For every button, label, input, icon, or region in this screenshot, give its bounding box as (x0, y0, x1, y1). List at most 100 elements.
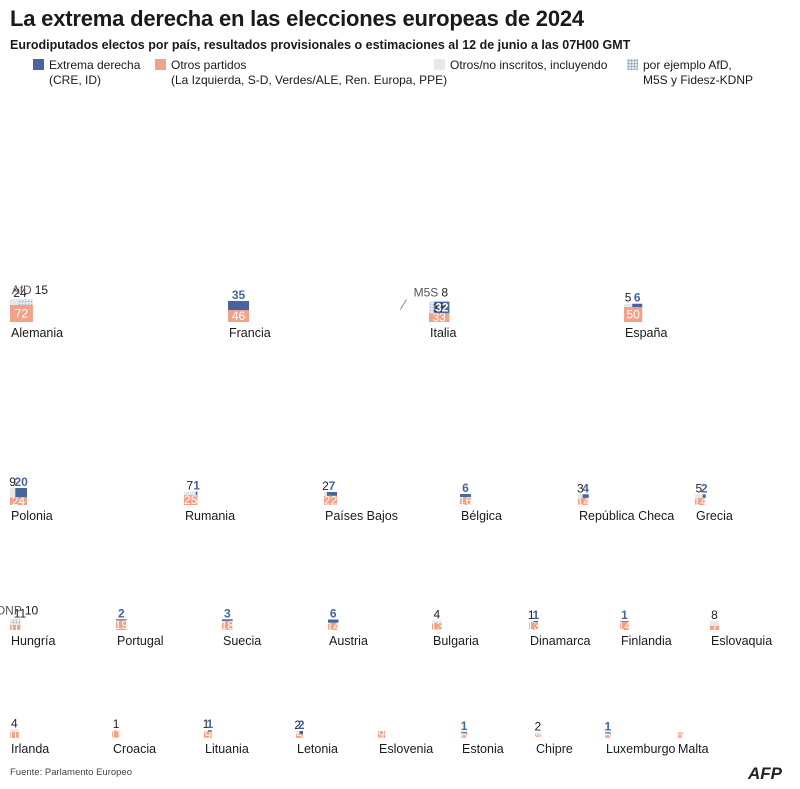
label-noninscrits-italia: 11 (433, 300, 446, 314)
bar-others-italia (429, 313, 450, 322)
country-label-dinamarca: Dinamarca (530, 634, 590, 648)
bar-others-republica-checa (578, 497, 589, 505)
country-label-luxemburgo: Luxemburgo (606, 742, 676, 756)
legend-swatch-non-inscrits (434, 59, 445, 70)
country-label-austria: Austria (329, 634, 368, 648)
callout-name-hungria: Fidesz-KDNP (0, 603, 22, 617)
label-farright-rumania: 1 (193, 479, 200, 493)
bar-noninscrits-hungria (10, 619, 11, 625)
label-others-finlandia: 14 (618, 619, 632, 633)
bar-others-portugal (116, 620, 127, 630)
bar-noninscrits-dinamarca (529, 620, 534, 623)
bar-others-finlandia (620, 621, 630, 630)
label-farright-dinamarca: 1 (532, 608, 539, 622)
legend-example: por ejemplo AfD, M5S y Fidesz-KDNP (627, 58, 753, 88)
label-others-espana: 50 (626, 308, 640, 322)
legend-others: Otros partidos (La Izquierda, S-D, Verde… (155, 58, 447, 88)
label-others-austria: 14 (327, 619, 341, 633)
country-label-rumania: Rumania (185, 509, 235, 523)
label-farright-francia: 35 (232, 288, 246, 302)
callout-name-italia: M5S (414, 286, 439, 300)
bar-others-alemania (10, 304, 33, 322)
bar-farright-letonia (299, 730, 304, 735)
label-noninscrits-letonia: 2 (294, 718, 301, 732)
country-label-eslovaquia: Eslovaquia (711, 634, 772, 648)
label-others-dinamarca: 13 (527, 619, 541, 633)
bar-others-bulgaria (432, 622, 442, 630)
label-others-grecia: 14 (694, 494, 708, 508)
bar-highlight-hungria (10, 619, 21, 625)
label-noninscrits-croacia: 1 (113, 717, 120, 731)
bar-noninscrits-irlanda (10, 729, 19, 732)
legend-label-non-inscrits: Otros/no inscritos, incluyendo (450, 58, 608, 72)
callout-value-italia: 8 (441, 286, 448, 300)
label-farright-lituania: 1 (206, 717, 213, 731)
country-label-bulgaria: Bulgaria (433, 634, 479, 648)
country-label-lituania: Lituania (205, 742, 249, 756)
bar-noninscrits-chipre (535, 732, 541, 735)
bar-farright-austria (328, 619, 339, 623)
bar-others-luxemburgo (605, 733, 611, 738)
bar-others-estonia (461, 732, 468, 738)
label-noninscrits-rumania: 7 (187, 479, 194, 493)
country-label-suecia: Suecia (223, 634, 261, 648)
bar-others-dinamarca (529, 622, 539, 630)
country-label-chipre: Chipre (536, 742, 573, 756)
bar-others-suecia (222, 620, 233, 630)
label-farright-austria: 6 (330, 607, 337, 621)
label-others-eslovaquia: 7 (711, 621, 718, 635)
label-others-letonia: 5 (296, 729, 303, 743)
bar-noninscrits-paises-bajos (324, 491, 327, 496)
label-noninscrits-alemania: 24 (13, 286, 27, 300)
bar-farright-italia (434, 301, 450, 314)
label-farright-finlandia: 1 (621, 608, 628, 622)
label-others-polonia: 24 (12, 494, 26, 508)
afp-logo: AFP (748, 764, 782, 783)
label-others-rumania: 25 (184, 493, 198, 507)
legend-label-far-right: Extrema derecha (49, 58, 141, 72)
bar-farright-rumania (195, 491, 198, 495)
bar-highlight-alemania (18, 299, 33, 305)
label-noninscrits-espana: 5 (625, 291, 632, 305)
bar-noninscrits-polonia (10, 487, 16, 498)
label-others-belgica: 16 (459, 494, 473, 508)
legend-sub-far-right: (CRE, ID) (49, 73, 101, 87)
label-others-malta: 6 (677, 728, 684, 742)
legend-label-example: por ejemplo AfD, (643, 58, 732, 72)
bar-farright-francia (228, 300, 250, 311)
bar-noninscrits-lituania (204, 730, 208, 732)
label-others-portugal: 19 (115, 618, 129, 632)
label-farright-republica-checa: 4 (582, 481, 589, 495)
label-others-paises-bajos: 22 (324, 493, 338, 507)
country-label-estonia: Estonia (462, 742, 504, 756)
country-label-portugal: Portugal (117, 634, 164, 648)
label-others-estonia: 6 (461, 728, 468, 742)
bar-others-rumania (184, 494, 198, 505)
legend-far-right: Extrema derecha (CRE, ID) (33, 58, 140, 88)
label-farright-luxemburgo: 1 (605, 719, 612, 733)
label-noninscrits-dinamarca: 1 (528, 608, 535, 622)
bar-noninscrits-letonia (296, 730, 300, 735)
country-label-italia: Italia (430, 326, 456, 340)
legend-swatch-far-right (33, 59, 44, 70)
bar-others-belgica (460, 497, 471, 505)
legend-sub-example: M5S y Fidesz-KDNP (643, 73, 754, 87)
country-label-croacia: Croacia (113, 742, 156, 756)
bar-others-chipre (535, 734, 541, 738)
bar-farright-dinamarca (533, 620, 539, 623)
legend-swatch-others (155, 59, 166, 70)
label-noninscrits-irlanda: 4 (11, 716, 18, 730)
bar-others-paises-bajos (324, 495, 338, 505)
bar-noninscrits-rumania (184, 491, 196, 495)
bar-noninscrits-espana (624, 303, 633, 308)
legend-non-inscrits: Otros/no inscritos, incluyendo (434, 58, 607, 73)
country-label-hungria: Hungría (11, 634, 56, 648)
bar-farright-belgica (460, 494, 471, 498)
bar-farright-portugal (116, 619, 127, 621)
label-farright-espana: 6 (634, 291, 641, 305)
bar-farright-luxemburgo (605, 732, 611, 734)
label-noninscrits-paises-bajos: 2 (322, 479, 329, 493)
country-label-grecia: Grecia (696, 509, 733, 523)
callout-name-alemania: AfD (12, 283, 32, 297)
callout-value-alemania: 15 (35, 283, 49, 297)
